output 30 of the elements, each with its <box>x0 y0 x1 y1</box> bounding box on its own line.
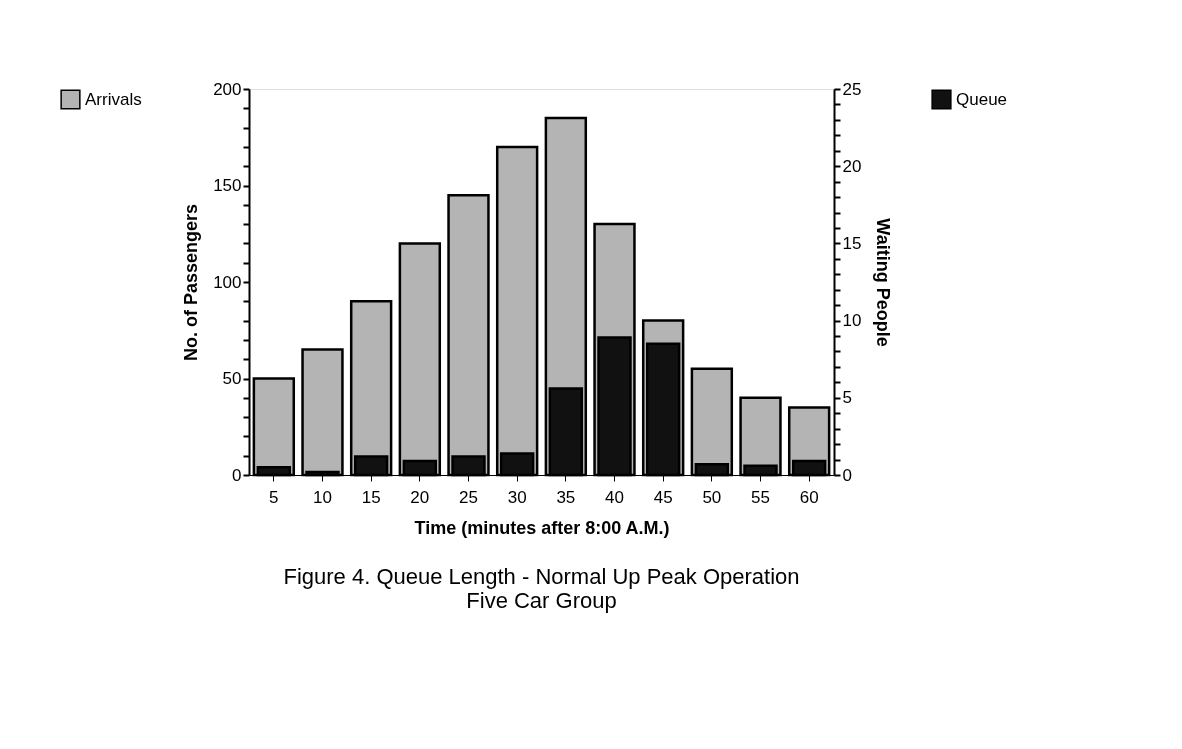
x-tick-label: 5 <box>269 487 279 507</box>
y-tick-label: 150 <box>213 176 242 195</box>
y-tick-label: 100 <box>213 272 242 292</box>
y-tick-label: 50 <box>222 369 242 388</box>
y2-tick-label: 5 <box>842 388 852 408</box>
y2-tick-label: 20 <box>842 156 862 176</box>
y-tick-label: 200 <box>213 79 242 99</box>
y2-axis-title: Waiting People <box>873 218 894 347</box>
x-tick-label: 10 <box>313 487 332 507</box>
y2-tick-label: 0 <box>842 465 852 485</box>
x-tick-label: 40 <box>605 487 624 507</box>
x-axis-title: Time (minutes after 8:00 A.M.) <box>414 517 670 538</box>
y2-tick-label: 25 <box>842 79 862 99</box>
caption: Figure 4. Queue Length - Normal Up Peak Operation <box>283 564 800 589</box>
x-tick-label: 35 <box>556 487 576 507</box>
y2-tick-label: 10 <box>842 311 862 331</box>
x-tick-label: 50 <box>702 487 722 507</box>
x-tick-label: 55 <box>751 487 770 507</box>
y2-tick-label: 15 <box>842 233 862 253</box>
x-tick-label: 15 <box>361 487 381 507</box>
y-axis-title: No. of Passengers <box>181 203 202 362</box>
text: Five Car Group <box>466 588 617 613</box>
x-tick-label: 45 <box>653 487 673 507</box>
legend-label: Queue <box>956 89 1008 109</box>
legend-label: Arrivals <box>85 89 142 109</box>
x-tick-label: 60 <box>799 487 819 507</box>
x-tick-label: 30 <box>507 487 527 507</box>
x-tick-label: 25 <box>459 487 478 507</box>
x-tick-label: 20 <box>410 487 430 507</box>
y-tick-label: 0 <box>232 465 242 485</box>
